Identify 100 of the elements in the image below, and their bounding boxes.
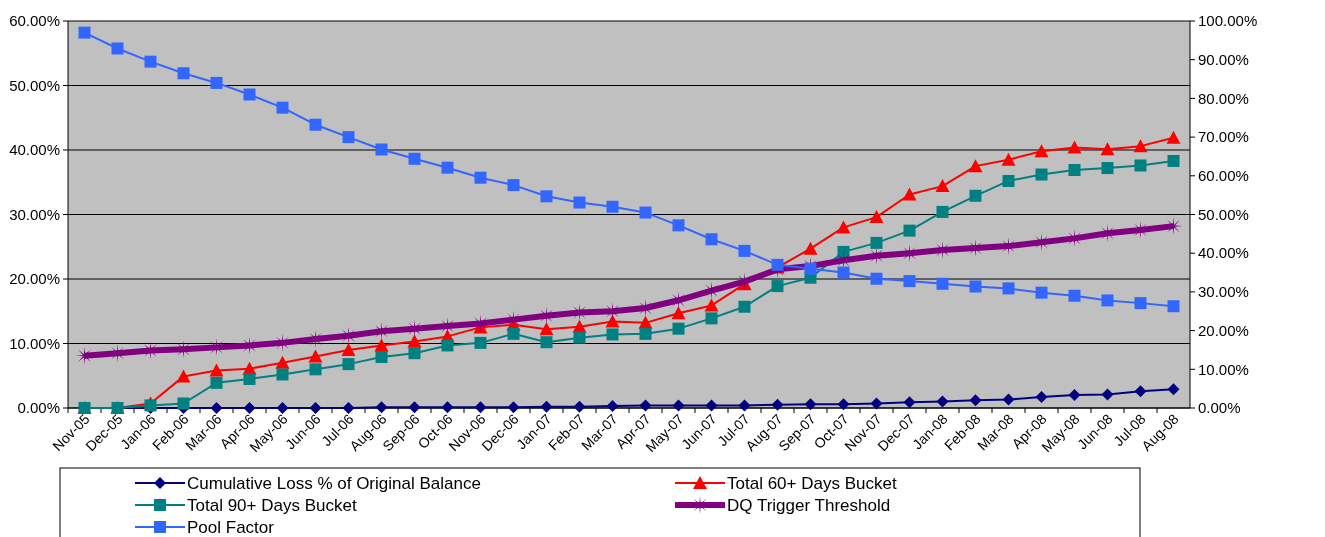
point <box>573 196 586 209</box>
point <box>1101 294 1114 307</box>
point <box>606 328 619 341</box>
point <box>605 314 620 328</box>
point <box>639 399 652 412</box>
point <box>1167 300 1180 313</box>
point <box>738 399 751 412</box>
point <box>408 152 421 165</box>
point <box>243 88 256 101</box>
point <box>342 402 355 414</box>
point <box>1100 142 1115 156</box>
point <box>276 402 289 414</box>
point <box>441 339 454 352</box>
point <box>1068 289 1081 302</box>
point <box>1134 297 1147 310</box>
point <box>936 395 949 408</box>
point <box>243 372 256 385</box>
point <box>1067 140 1082 154</box>
legend-label: Pool Factor <box>187 517 275 537</box>
point <box>1035 286 1048 299</box>
point <box>771 398 784 411</box>
legend-label: DQ Trigger Threshold <box>727 495 891 515</box>
point <box>705 233 718 246</box>
point <box>969 394 982 407</box>
point <box>870 272 883 285</box>
y2-tick-label: 60.00% <box>1198 167 1249 185</box>
y2-tick-label: 20.00% <box>1198 321 1249 339</box>
point <box>341 342 356 356</box>
point <box>1068 389 1081 402</box>
point <box>342 131 355 144</box>
point <box>375 143 388 156</box>
y2-tick-label: 100.00% <box>1198 12 1258 30</box>
point <box>705 399 718 412</box>
point <box>144 55 157 68</box>
point <box>1035 391 1048 404</box>
point <box>969 189 982 202</box>
point <box>342 358 355 371</box>
y2-tick-label: 30.00% <box>1198 283 1249 301</box>
point <box>969 280 982 293</box>
point <box>408 401 421 414</box>
point <box>1101 162 1114 175</box>
point <box>177 397 190 410</box>
y-tick-label: 10.00% <box>9 334 60 352</box>
point <box>1101 388 1114 401</box>
point <box>407 334 422 348</box>
point <box>176 369 191 383</box>
point <box>836 220 851 234</box>
y-tick-label: 60.00% <box>9 12 60 30</box>
point <box>474 336 487 349</box>
point <box>540 336 553 349</box>
point <box>1034 144 1049 158</box>
y2-tick-label: 50.00% <box>1198 205 1249 223</box>
point <box>968 159 983 173</box>
point <box>1134 385 1147 398</box>
point <box>309 402 322 414</box>
point <box>903 224 916 237</box>
point <box>639 206 652 219</box>
y-tick-label: 40.00% <box>9 141 60 159</box>
point <box>705 312 718 325</box>
legend-label: Total 60+ Days Bucket <box>727 473 897 493</box>
legend-label: Cumulative Loss % of Original Balance <box>187 473 481 493</box>
point <box>210 76 223 89</box>
point <box>507 327 520 340</box>
point <box>672 399 685 412</box>
point <box>309 363 322 376</box>
point <box>573 400 586 413</box>
point <box>507 401 520 414</box>
point <box>276 101 289 114</box>
point <box>177 67 190 80</box>
point <box>1002 393 1015 406</box>
point <box>540 400 553 413</box>
point <box>738 300 751 313</box>
point <box>606 200 619 213</box>
point <box>276 368 289 381</box>
y2-tick-label: 0.00% <box>1198 399 1241 417</box>
point <box>374 338 389 352</box>
point <box>1001 152 1016 166</box>
point <box>672 322 685 335</box>
point <box>209 363 224 377</box>
point <box>870 236 883 249</box>
y-tick-label: 0.00% <box>17 399 60 417</box>
point <box>507 179 520 192</box>
point <box>375 351 388 364</box>
point <box>539 322 554 336</box>
point <box>936 205 949 218</box>
point <box>78 26 91 39</box>
point <box>671 306 686 320</box>
point <box>771 280 784 293</box>
point <box>902 187 917 201</box>
point <box>935 179 950 193</box>
point <box>210 402 223 414</box>
point <box>441 161 454 174</box>
y2-tick-label: 90.00% <box>1198 50 1249 68</box>
point <box>1002 282 1015 295</box>
point <box>540 190 553 203</box>
point <box>111 42 124 55</box>
point <box>903 275 916 288</box>
y2-tick-label: 80.00% <box>1198 89 1249 107</box>
point <box>804 262 817 275</box>
point <box>309 118 322 131</box>
